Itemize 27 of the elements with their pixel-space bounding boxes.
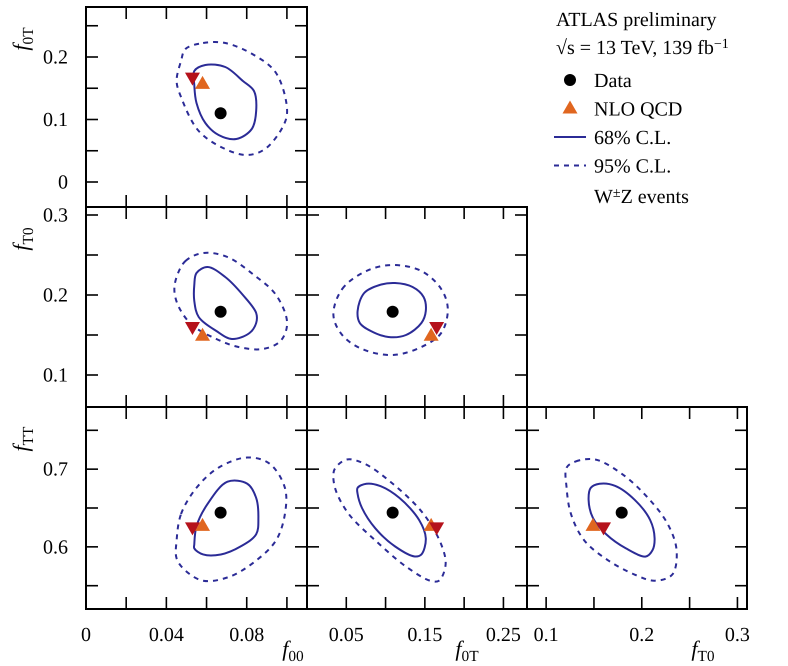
y-tick-label: 0.2 <box>43 284 68 306</box>
y-tick-label: 0.6 <box>43 536 68 558</box>
x-tick-label: 0.3 <box>724 624 750 646</box>
legend-title: ATLAS preliminary <box>556 9 717 31</box>
x-tick-label: 0 <box>81 624 91 646</box>
y-tick-label: 0.1 <box>43 108 68 131</box>
y-tick-label: 0 <box>58 171 68 194</box>
y-tick-label: 0.2 <box>43 46 68 68</box>
legend-label: 68% C.L. <box>594 127 672 149</box>
x-axis-title: f$_{0T}$ <box>455 636 480 664</box>
x-tick-label: 0.08 <box>229 624 264 646</box>
text: W$^{±}$Z events <box>594 186 690 208</box>
x-axis-title: f$_{00}$ <box>282 636 304 664</box>
y-tick-label: 0.7 <box>43 458 68 481</box>
x-tick-label: 0.04 <box>148 624 184 646</box>
legend-label: Data <box>594 70 632 92</box>
x-tick-label: 0.05 <box>328 624 364 646</box>
legend-label: 95% C.L. <box>594 156 672 178</box>
x-tick-label: 0.2 <box>629 624 654 646</box>
legend-label: NLO QCD <box>594 98 682 120</box>
y-tick-label: 0.3 <box>43 204 68 226</box>
text: √s = 13 TeV, 139 fb$^{−1}$ <box>556 37 729 59</box>
y-tick-label: 0.1 <box>43 364 68 386</box>
x-tick-label: 0.15 <box>407 624 442 646</box>
x-tick-label: 0.25 <box>486 624 521 646</box>
x-tick-label: 0.1 <box>534 624 559 646</box>
x-axis-title: f$_{T0}$ <box>691 636 715 664</box>
